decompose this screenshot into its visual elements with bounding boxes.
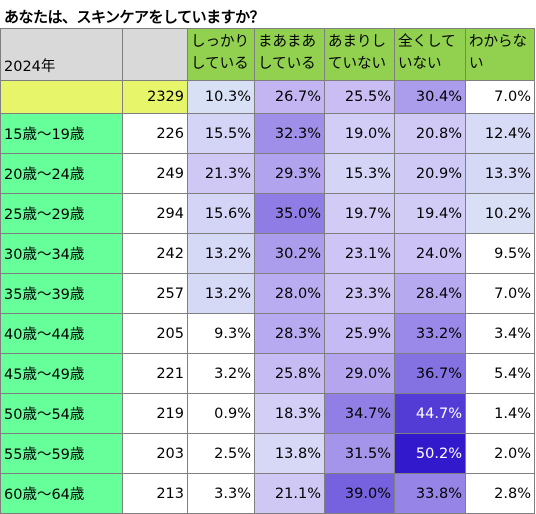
total-value: 30.4% (394, 80, 466, 114)
cell-value: 30.2% (254, 233, 325, 274)
cell-value: 36.7% (394, 353, 466, 394)
cell-value: 18.3% (254, 393, 325, 434)
cell-value: 25.9% (324, 313, 395, 354)
cell-value: 15.6% (187, 193, 255, 234)
cell-value: 24.0% (394, 233, 466, 274)
row-n: 249 (122, 153, 188, 194)
cell-value: 5.4% (465, 353, 535, 394)
cell-value: 9.3% (187, 313, 255, 354)
row-n: 257 (122, 273, 188, 314)
row-label: 20歳～24歳 (0, 153, 123, 194)
column-header-5: わからない (465, 28, 535, 81)
table-row: 35歳～39歳 257 13.2% 28.0% 23.3% 28.4% 7.0% (0, 273, 535, 314)
cell-value: 19.4% (394, 193, 466, 234)
row-label: 40歳～44歳 (0, 313, 123, 354)
row-label: 50歳～54歳 (0, 393, 123, 434)
cell-value: 32.3% (254, 113, 325, 154)
row-n: 294 (122, 193, 188, 234)
total-value: 10.3% (187, 80, 255, 114)
cell-value: 28.3% (254, 313, 325, 354)
cell-value: 13.8% (254, 433, 325, 474)
row-n: 203 (122, 433, 188, 474)
cell-value: 2.0% (465, 433, 535, 474)
cell-value: 10.2% (465, 193, 535, 234)
row-n: 226 (122, 113, 188, 154)
header-row: 2024年 しっかりしている まあまあしている あまりしていない 全くしていない… (0, 28, 535, 81)
cell-value: 2.5% (187, 433, 255, 474)
cell-value: 19.7% (324, 193, 395, 234)
row-label: 15歳～19歳 (0, 113, 123, 154)
cell-value: 31.5% (324, 433, 395, 474)
total-value: 7.0% (465, 80, 535, 114)
row-label: 35歳～39歳 (0, 273, 123, 314)
chart-title: あなたは、スキンケアをしていますか？ (4, 8, 265, 26)
column-header-2: まあまあしている (254, 28, 325, 81)
cell-value: 29.0% (324, 353, 395, 394)
cell-value: 21.3% (187, 153, 255, 194)
cell-value: 25.8% (254, 353, 325, 394)
table-row: 30歳～34歳 242 13.2% 30.2% 23.1% 24.0% 9.5% (0, 233, 535, 274)
total-row: 2329 10.3% 26.7% 25.5% 30.4% 7.0% (0, 80, 535, 114)
cell-value: 23.1% (324, 233, 395, 274)
total-value: 25.5% (324, 80, 395, 114)
cell-value: 23.3% (324, 273, 395, 314)
column-header-4: 全くしていない (394, 28, 466, 81)
cell-value: 34.7% (324, 393, 395, 434)
year-label: 2024年 (0, 28, 123, 81)
total-n: 2329 (122, 80, 188, 114)
cell-value: 13.2% (187, 273, 255, 314)
cell-value: 20.8% (394, 113, 466, 154)
total-value: 26.7% (254, 80, 325, 114)
cell-value: 44.7% (394, 393, 466, 434)
cell-value: 28.4% (394, 273, 466, 314)
cell-value: 35.0% (254, 193, 325, 234)
cell-value: 3.2% (187, 353, 255, 394)
cell-value: 29.3% (254, 153, 325, 194)
cell-value: 7.0% (465, 273, 535, 314)
row-n: 219 (122, 393, 188, 434)
cell-value: 9.5% (465, 233, 535, 274)
row-n: 205 (122, 313, 188, 354)
cell-value: 20.9% (394, 153, 466, 194)
total-label (0, 80, 123, 114)
crosstab-table: 2024年 しっかりしている まあまあしている あまりしていない 全くしていない… (0, 28, 535, 514)
table-row: 55歳～59歳 203 2.5% 13.8% 31.5% 50.2% 2.0% (0, 433, 535, 474)
cell-value: 0.9% (187, 393, 255, 434)
row-label: 25歳～29歳 (0, 193, 123, 234)
cell-value: 13.3% (465, 153, 535, 194)
cell-value: 3.4% (465, 313, 535, 354)
table-row: 45歳～49歳 221 3.2% 25.8% 29.0% 36.7% 5.4% (0, 353, 535, 394)
column-header-1: しっかりしている (187, 28, 255, 81)
table-row: 40歳～44歳 205 9.3% 28.3% 25.9% 33.2% 3.4% (0, 313, 535, 354)
row-n: 242 (122, 233, 188, 274)
row-label: 45歳～49歳 (0, 353, 123, 394)
n-header (122, 28, 188, 81)
cell-value: 15.3% (324, 153, 395, 194)
cell-value: 19.0% (324, 113, 395, 154)
table-row: 50歳～54歳 219 0.9% 18.3% 34.7% 44.7% 1.4% (0, 393, 535, 434)
table-row: 25歳～29歳 294 15.6% 35.0% 19.7% 19.4% 10.2% (0, 193, 535, 234)
table-row: 20歳～24歳 249 21.3% 29.3% 15.3% 20.9% 13.3% (0, 153, 535, 194)
row-label: 30歳～34歳 (0, 233, 123, 274)
row-label: 55歳～59歳 (0, 433, 123, 474)
cell-value: 13.2% (187, 233, 255, 274)
survey-table-page: あなたは、スキンケアをしていますか？ 2024年 しっかりしている まあまあして… (0, 8, 535, 514)
cell-value: 15.5% (187, 113, 255, 154)
cell-value: 33.2% (394, 313, 466, 354)
cell-value: 28.0% (254, 273, 325, 314)
row-n: 221 (122, 353, 188, 394)
column-header-3: あまりしていない (324, 28, 395, 81)
cell-value: 12.4% (465, 113, 535, 154)
table-row: 15歳～19歳 226 15.5% 32.3% 19.0% 20.8% 12.4% (0, 113, 535, 154)
cell-value: 1.4% (465, 393, 535, 434)
cell-value: 50.2% (394, 433, 466, 474)
